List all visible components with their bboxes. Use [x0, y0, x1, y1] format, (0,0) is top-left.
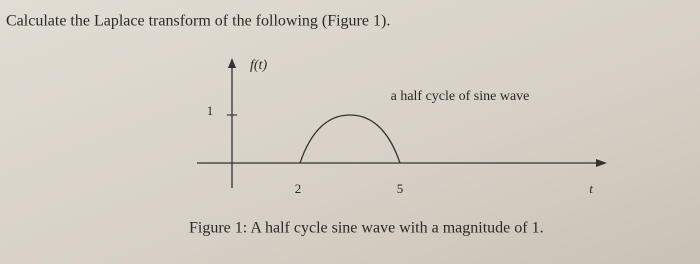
y-axis-arrow — [228, 58, 236, 68]
y-axis-label: f(t) — [250, 58, 267, 73]
x-tick-label: 5 — [397, 181, 404, 196]
x-axis-label: t — [589, 181, 593, 196]
annotation: a half cycle of sine wave — [391, 89, 530, 104]
y-tick-label: 1 — [207, 103, 214, 118]
figure-caption: Figure 1: A half cycle sine wave with a … — [189, 220, 544, 237]
x-tick-label: 2 — [295, 181, 302, 196]
x-axis-arrow — [596, 159, 607, 167]
half-sine-curve — [299, 114, 401, 164]
question-text: Calculate the Laplace transform of the f… — [6, 13, 390, 30]
